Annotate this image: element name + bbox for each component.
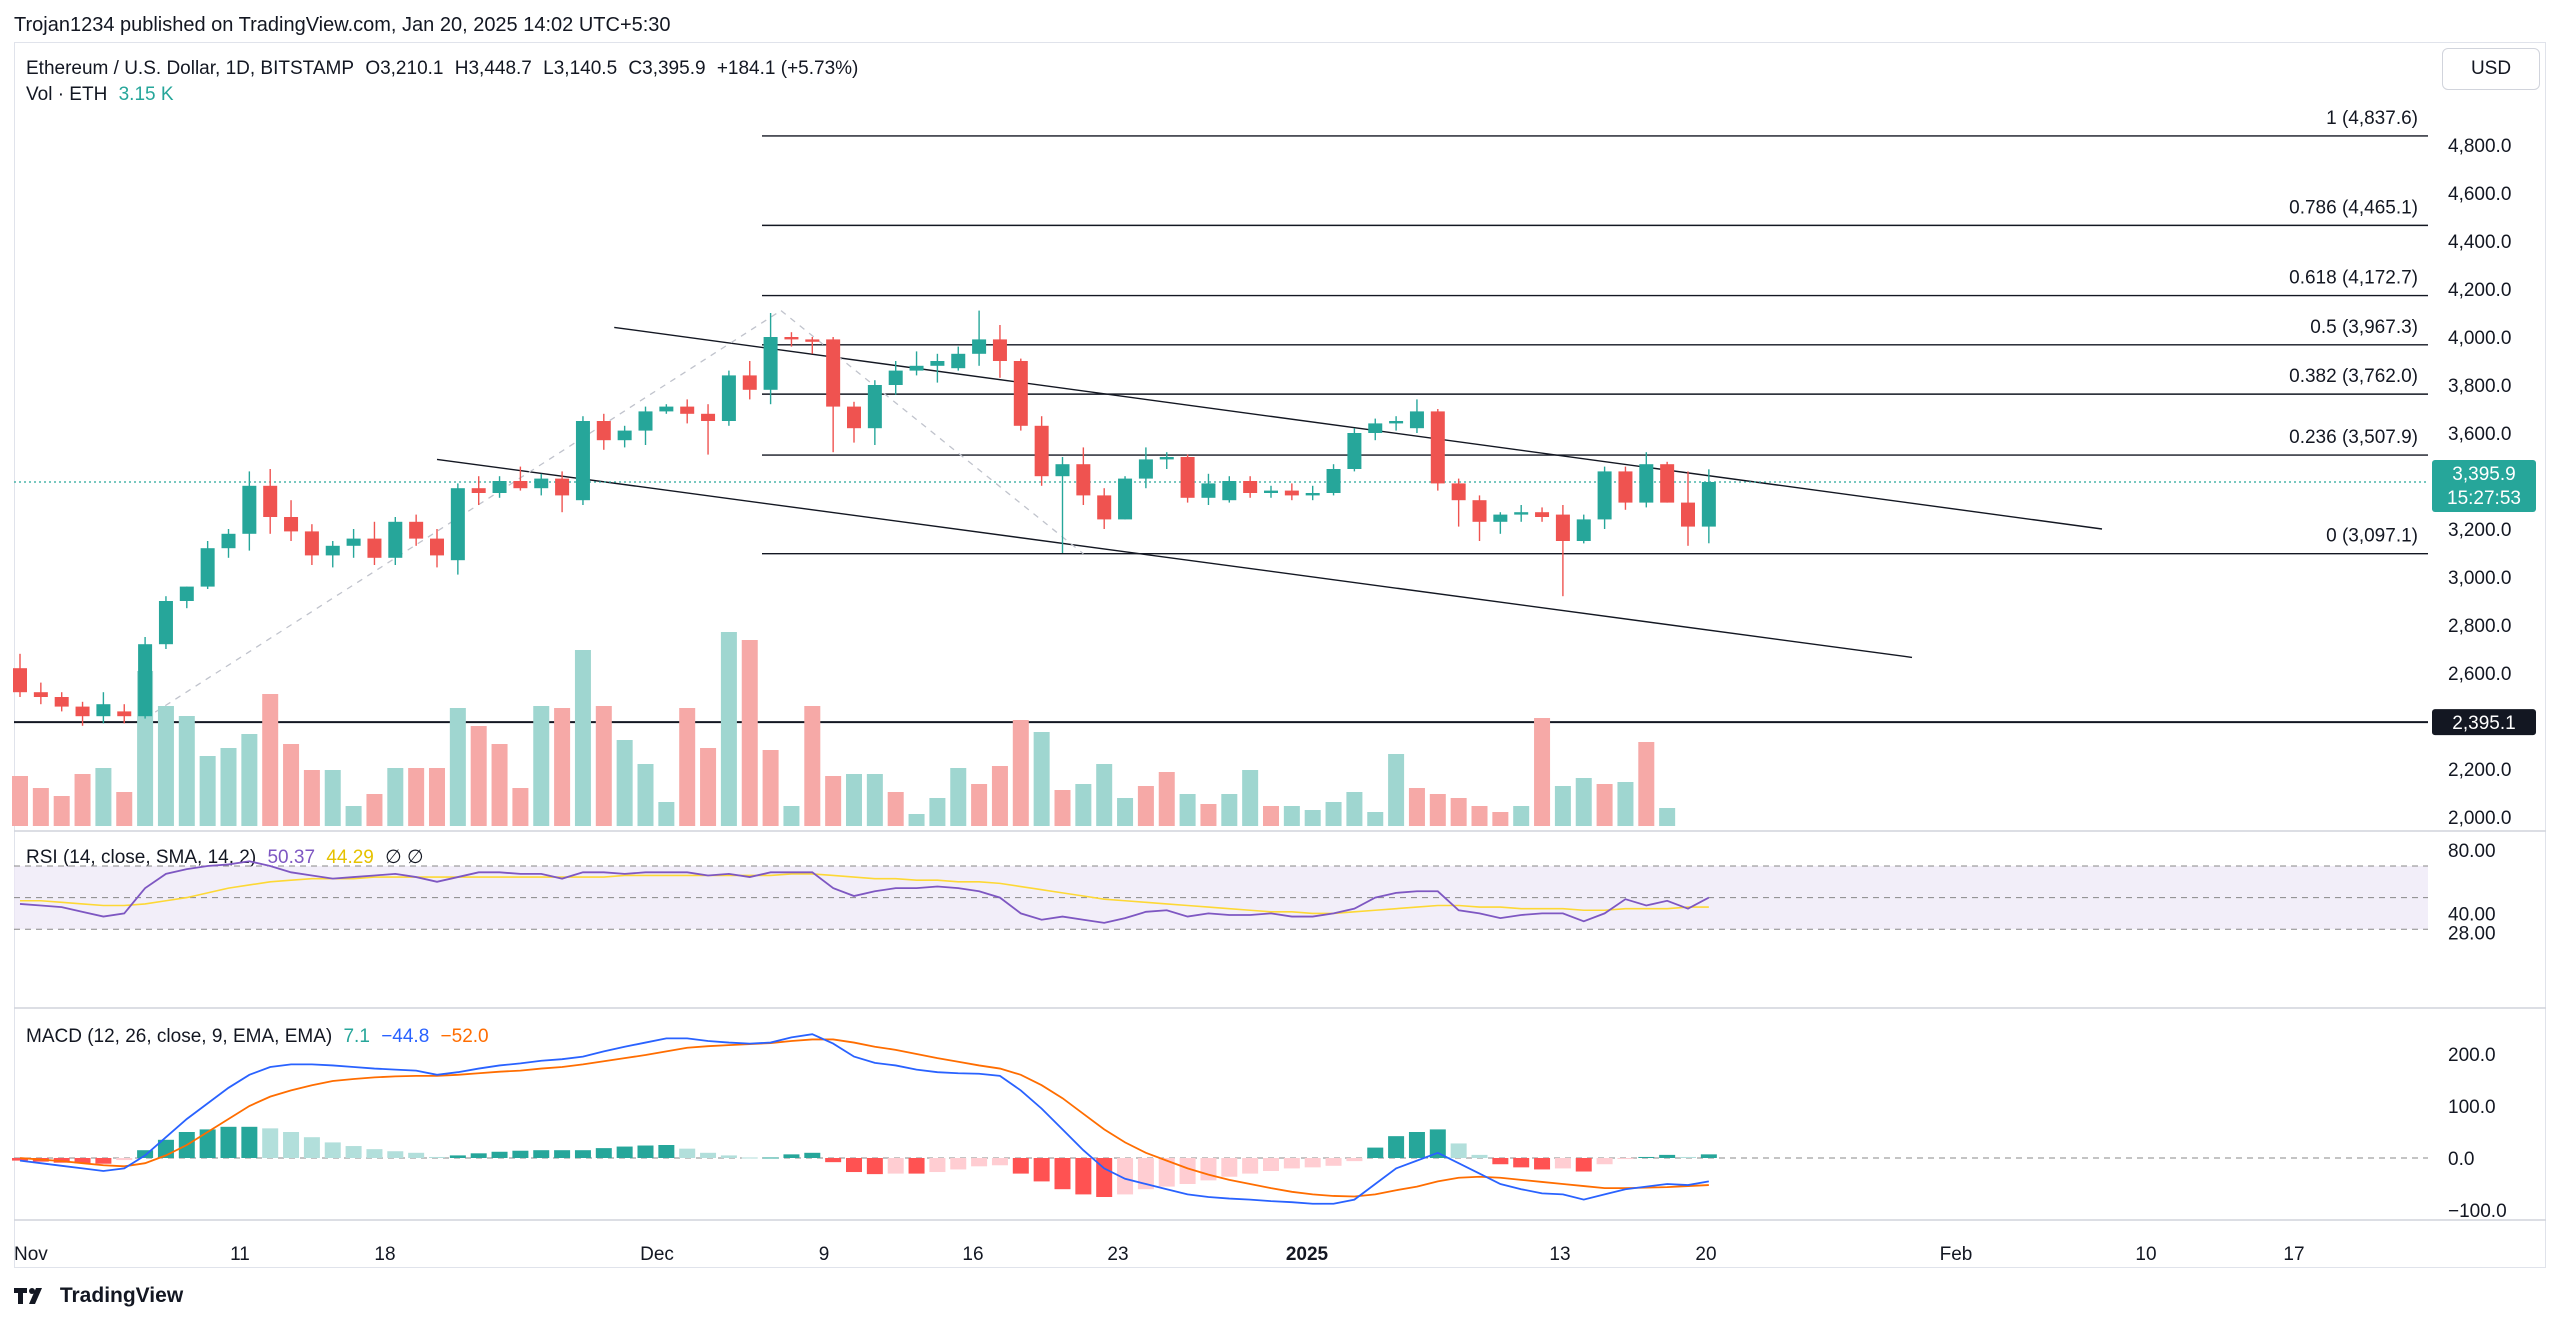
ohlc-high: H3,448.7 xyxy=(454,58,532,79)
volume-legend: Vol · ETH 3.15 K xyxy=(26,84,180,106)
tradingview-footer[interactable]: TradingView xyxy=(14,1284,183,1308)
rsi-extra: ∅ ∅ xyxy=(385,847,424,868)
volume-value: 3.15 K xyxy=(118,84,174,105)
change-value: +184.1 (+5.73%) xyxy=(716,58,859,79)
rsi-legend: RSI (14, close, SMA, 14, 2) 50.37 44.29 … xyxy=(26,846,430,869)
chart-frame xyxy=(14,42,2546,1268)
currency-button[interactable]: USD xyxy=(2442,48,2540,90)
footer-brand: TradingView xyxy=(59,1284,184,1307)
macd-label[interactable]: MACD (12, 26, close, 9, EMA, EMA) xyxy=(26,1026,333,1047)
publisher-line: Trojan1234 published on TradingView.com,… xyxy=(14,14,671,36)
macd-value: −44.8 xyxy=(381,1026,430,1047)
ohlc-open: O3,210.1 xyxy=(365,58,444,79)
macd-hist-value: 7.1 xyxy=(343,1026,370,1047)
rsi-value: 50.37 xyxy=(267,847,316,868)
macd-legend: MACD (12, 26, close, 9, EMA, EMA) 7.1 −4… xyxy=(26,1026,495,1048)
ohlc-close: C3,395.9 xyxy=(628,58,706,79)
tradingview-logo-icon xyxy=(14,1288,42,1305)
ohlc-low: L3,140.5 xyxy=(543,58,618,79)
rsi-label[interactable]: RSI (14, close, SMA, 14, 2) xyxy=(26,847,257,868)
volume-label[interactable]: Vol · ETH xyxy=(26,84,108,105)
macd-signal-value: −52.0 xyxy=(440,1026,489,1047)
symbol-label[interactable]: Ethereum / U.S. Dollar, 1D, BITSTAMP xyxy=(26,58,355,79)
price-legend: Ethereum / U.S. Dollar, 1D, BITSTAMP O3,… xyxy=(26,58,864,80)
rsi-sma-value: 44.29 xyxy=(326,847,374,868)
